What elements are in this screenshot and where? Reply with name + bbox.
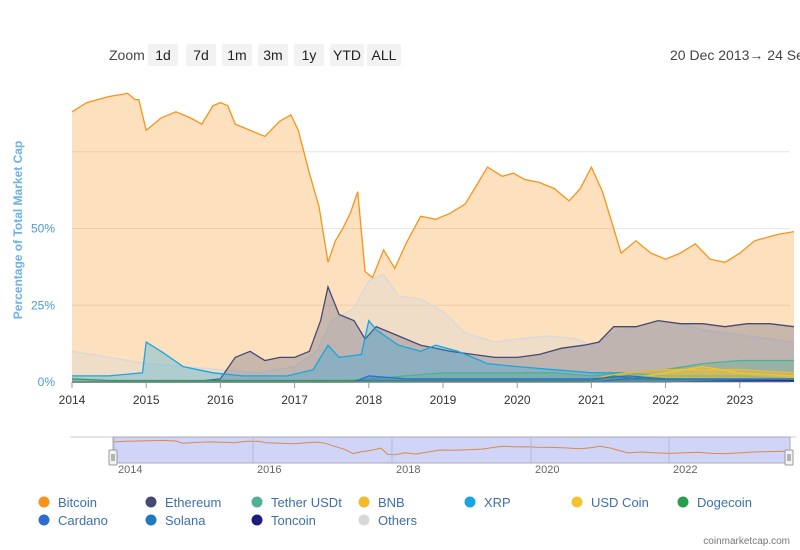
legend-marker bbox=[251, 496, 263, 508]
navigator-tick-label: 2018 bbox=[396, 464, 420, 476]
series-area-usd-coin bbox=[72, 366, 794, 382]
zoom-button-label: 1m bbox=[227, 47, 246, 63]
zoom-button-label: 3m bbox=[263, 47, 282, 63]
legend-item-others[interactable]: Others bbox=[358, 513, 418, 528]
zoom-button-bg bbox=[148, 44, 178, 66]
x-tick-label: 2023 bbox=[726, 393, 753, 407]
series-area-bitcoin bbox=[72, 93, 794, 383]
legend-item-tether-usdt[interactable]: Tether USDt bbox=[251, 495, 343, 510]
zoom-button-1d[interactable]: 1d bbox=[148, 44, 178, 66]
x-tick-label: 2021 bbox=[578, 393, 605, 407]
zoom-button-bg bbox=[367, 44, 401, 66]
series-area-others bbox=[72, 274, 794, 382]
zoom-button-group: 1d 7d 1m 3m 1y YTD ALL bbox=[148, 44, 401, 66]
legend: Bitcoin Ethereum Tether USDt BNB XRP USD Coin… bbox=[38, 495, 752, 528]
zoom-button-bg bbox=[222, 44, 252, 66]
axes: 0% 25% 50% 2014 2015 2016 2017 2018 2019 2020 2021… bbox=[31, 222, 790, 407]
navigator-tick-label: 2022 bbox=[673, 464, 697, 476]
legend-item-dogecoin[interactable]: Dogecoin bbox=[677, 495, 752, 510]
x-tick-label: 2019 bbox=[430, 393, 457, 407]
legend-item-ethereum[interactable]: Ethereum bbox=[145, 495, 222, 510]
zoom-button-bg bbox=[330, 44, 364, 66]
series-line-others bbox=[71, 273, 795, 374]
legend-marker bbox=[145, 514, 157, 526]
x-tick-label: 2022 bbox=[652, 393, 679, 407]
x-tick-label: 2017 bbox=[281, 393, 308, 407]
navigator[interactable]: 2014 2016 2018 2020 2022 bbox=[70, 436, 796, 476]
zoom-button-bg bbox=[186, 44, 216, 66]
legend-marker bbox=[251, 514, 263, 526]
legend-label: Toncoin bbox=[271, 513, 316, 528]
legend-label: Tether USDt bbox=[271, 495, 342, 510]
series-line-ethereum bbox=[72, 284, 795, 383]
series-area-solana bbox=[72, 377, 794, 382]
x-tick-label: 2020 bbox=[504, 393, 531, 407]
zoom-button-3m[interactable]: 3m bbox=[258, 44, 288, 66]
zoom-button-1y[interactable]: 1y bbox=[294, 44, 324, 66]
navigator-tick-label: 2016 bbox=[257, 464, 281, 476]
x-tick-label: 2015 bbox=[133, 393, 160, 407]
y-tick-label: 25% bbox=[31, 298, 55, 312]
zoom-button-1m[interactable]: 1m bbox=[222, 44, 252, 66]
legend-item-xrp[interactable]: XRP bbox=[464, 495, 511, 510]
zoom-button-bg bbox=[294, 44, 324, 66]
navigator-tick-label: 2020 bbox=[535, 464, 559, 476]
series-line-xrp bbox=[72, 319, 795, 380]
zoom-button-label: 7d bbox=[193, 47, 209, 63]
legend-label: Ethereum bbox=[165, 495, 221, 510]
legend-label: Dogecoin bbox=[697, 495, 752, 510]
legend-marker bbox=[38, 496, 50, 508]
legend-marker bbox=[145, 496, 157, 508]
legend-item-solana[interactable]: Solana bbox=[145, 513, 207, 528]
navigator-handle-left[interactable] bbox=[108, 449, 118, 466]
zoom-button-ytd[interactable]: YTD bbox=[330, 44, 364, 66]
legend-item-toncoin[interactable]: Toncoin bbox=[251, 513, 316, 528]
legend-label: Cardano bbox=[58, 513, 108, 528]
legend-label: Solana bbox=[165, 513, 206, 528]
y-axis-label: Percentage of Total Market Cap bbox=[11, 141, 25, 320]
legend-label: USD Coin bbox=[591, 495, 649, 510]
series-line-bitcoin bbox=[71, 92, 795, 279]
navigator-series-line bbox=[112, 439, 791, 456]
legend-label: XRP bbox=[484, 495, 511, 510]
x-tick-label: 2016 bbox=[207, 393, 234, 407]
x-tick-label: 2018 bbox=[355, 393, 382, 407]
y-tick-label: 0% bbox=[38, 375, 56, 389]
series-area-ethereum bbox=[72, 286, 794, 382]
series-area-bnb bbox=[72, 369, 794, 382]
legend-label: Bitcoin bbox=[58, 495, 97, 510]
y-tick-label: 50% bbox=[31, 222, 55, 236]
series-layer bbox=[71, 92, 795, 383]
series-area-xrp bbox=[72, 320, 794, 382]
x-tick-label: 2014 bbox=[59, 393, 86, 407]
legend-item-bnb[interactable]: BNB bbox=[358, 495, 405, 510]
zoom-button-label: YTD bbox=[333, 47, 361, 63]
legend-label: Others bbox=[378, 513, 418, 528]
credit-label: coinmarketcap.com bbox=[703, 536, 790, 547]
legend-marker bbox=[464, 496, 476, 508]
zoom-button-7d[interactable]: 7d bbox=[186, 44, 216, 66]
zoom-button-label: 1d bbox=[155, 47, 171, 63]
series-line-tether-usdt bbox=[72, 359, 794, 383]
zoom-button-label: 1y bbox=[302, 47, 317, 63]
date-range-label: 20 Dec 2013→ 24 Sep bbox=[670, 47, 800, 63]
legend-marker bbox=[358, 496, 370, 508]
legend-marker bbox=[358, 514, 370, 526]
legend-marker bbox=[38, 514, 50, 526]
legend-label: BNB bbox=[378, 495, 405, 510]
zoom-button-bg bbox=[258, 44, 288, 66]
zoom-button-all[interactable]: ALL bbox=[367, 44, 401, 66]
zoom-label: Zoom bbox=[109, 47, 145, 63]
legend-item-bitcoin[interactable]: Bitcoin bbox=[38, 495, 98, 510]
legend-marker bbox=[677, 496, 689, 508]
legend-item-cardano[interactable]: Cardano bbox=[38, 513, 108, 528]
navigator-handle-right[interactable] bbox=[784, 449, 794, 466]
legend-item-usd-coin[interactable]: USD Coin bbox=[571, 495, 649, 510]
zoom-button-label: ALL bbox=[372, 47, 397, 63]
legend-marker bbox=[571, 496, 583, 508]
navigator-tick-label: 2014 bbox=[118, 464, 142, 476]
